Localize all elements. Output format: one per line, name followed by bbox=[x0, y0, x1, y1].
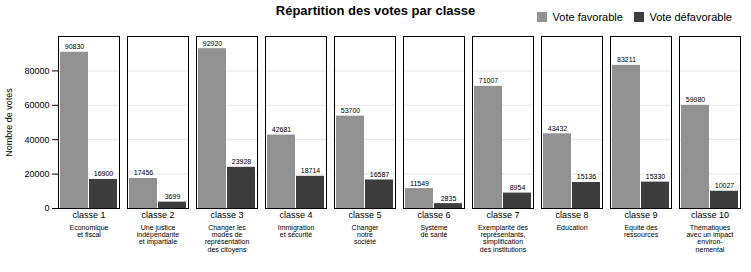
svg-text:classe 5: classe 5 bbox=[348, 210, 381, 220]
svg-text:10027: 10027 bbox=[715, 182, 735, 189]
svg-text:83211: 83211 bbox=[617, 56, 636, 63]
html-text:Vote favorable: Vote favorable bbox=[552, 10, 623, 23]
svg-text:Exemplarité desreprésentants,s: Exemplarité desreprésentants,simplificat… bbox=[478, 224, 529, 253]
svg-text:2835: 2835 bbox=[441, 195, 457, 202]
svg-text:classe 6: classe 6 bbox=[417, 210, 450, 220]
svg-text:Changer lesmodes dereprésentat: Changer lesmodes dereprésentationdes cit… bbox=[205, 224, 250, 254]
svg-text:Immigrationet sécurité: Immigrationet sécurité bbox=[278, 224, 315, 238]
svg-text:71007: 71007 bbox=[479, 77, 499, 84]
svg-text:classe 7: classe 7 bbox=[486, 210, 519, 220]
svg-text:classe 10: classe 10 bbox=[691, 210, 729, 220]
svg-text:Equité desressources: Equité desressources bbox=[624, 224, 659, 238]
svg-text:Nombre de votes: Nombre de votes bbox=[4, 88, 14, 157]
svg-text:23928: 23928 bbox=[232, 158, 252, 165]
svg-text:classe 2: classe 2 bbox=[141, 210, 174, 220]
svg-text:92920: 92920 bbox=[203, 40, 223, 47]
svg-text:Education: Education bbox=[556, 224, 587, 231]
svg-text:53700: 53700 bbox=[341, 107, 361, 114]
svg-text:classe 8: classe 8 bbox=[555, 210, 588, 220]
svg-text:0: 0 bbox=[44, 203, 49, 213]
svg-text:classe 1: classe 1 bbox=[72, 210, 105, 220]
svg-text:15136: 15136 bbox=[577, 173, 597, 180]
html-text:Vote défavorable: Vote défavorable bbox=[649, 10, 732, 23]
svg-text:20000: 20000 bbox=[24, 169, 49, 179]
svg-text:16900: 16900 bbox=[94, 170, 114, 177]
svg-text:11549: 11549 bbox=[410, 180, 429, 187]
svg-text:90830: 90830 bbox=[65, 43, 85, 50]
svg-text:3699: 3699 bbox=[165, 193, 181, 200]
svg-text:8954: 8954 bbox=[510, 184, 526, 191]
svg-text:40000: 40000 bbox=[24, 135, 49, 145]
svg-text:classe 4: classe 4 bbox=[279, 210, 312, 220]
svg-text:Thématiquesavec un impactenvir: Thématiquesavec un impactenviron-nementa… bbox=[686, 224, 733, 253]
svg-text:Systèmede santé: Systèmede santé bbox=[420, 224, 447, 238]
svg-text:Economiqueet fiscal: Economiqueet fiscal bbox=[70, 224, 109, 238]
svg-text:59980: 59980 bbox=[686, 96, 706, 103]
svg-text:43432: 43432 bbox=[548, 125, 568, 132]
svg-text:classe 3: classe 3 bbox=[210, 210, 243, 220]
svg-text:80000: 80000 bbox=[24, 66, 49, 76]
svg-text:16587: 16587 bbox=[370, 171, 390, 178]
svg-text:classe 9: classe 9 bbox=[624, 210, 657, 220]
svg-text:42681: 42681 bbox=[272, 126, 292, 133]
svg-text:Une justiceindépendanteet impa: Une justiceindépendanteet impartiale bbox=[137, 224, 180, 247]
svg-text:18714: 18714 bbox=[301, 167, 321, 174]
svg-text:Changernotresociété: Changernotresociété bbox=[352, 224, 380, 246]
svg-text:60000: 60000 bbox=[24, 100, 49, 110]
html-text:Répartition des votes par clas: Répartition des votes par classe bbox=[275, 3, 476, 18]
svg-text:17456: 17456 bbox=[134, 169, 154, 176]
svg-text:15330: 15330 bbox=[646, 173, 666, 180]
